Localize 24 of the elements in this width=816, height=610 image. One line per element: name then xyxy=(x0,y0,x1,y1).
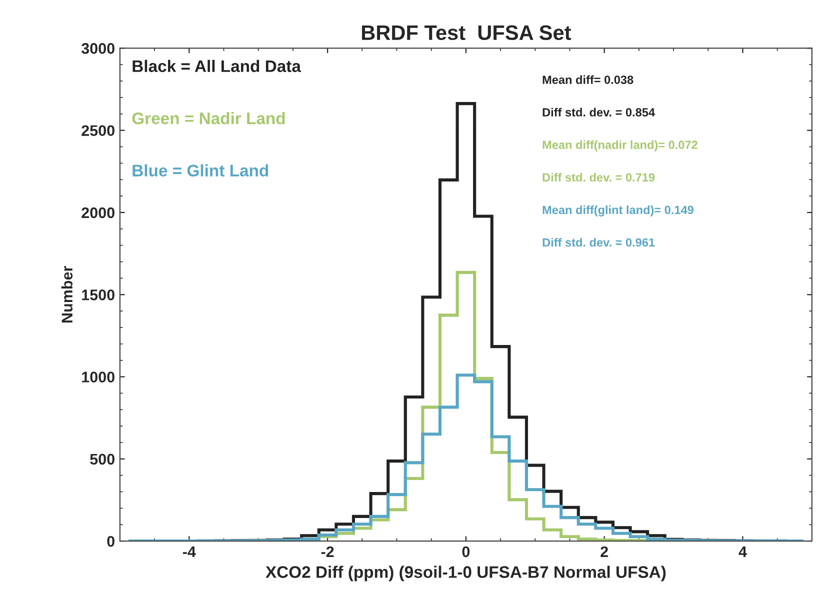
annotation: Diff std. dev. = 0.854 xyxy=(542,108,655,116)
y-tick-label: 1500 xyxy=(82,290,114,300)
y-tick-label: 1000 xyxy=(82,372,114,382)
text: Blue = Glint Land xyxy=(132,164,268,177)
annotation: Mean diff(glint land)= 0.149 xyxy=(542,205,694,216)
annotation: Mean diff(nadir land)= 0.072 xyxy=(542,140,698,152)
y-tick-label: 2000 xyxy=(82,207,114,218)
annotation: Diff std. dev. = 0.961 xyxy=(542,238,655,247)
legend-label: Black = All Land Data xyxy=(132,60,302,72)
x-tick-label: 4 xyxy=(738,546,747,558)
text: Green = Nadir Land xyxy=(132,112,285,124)
chart-title: BRDF Test UFSA Set xyxy=(362,25,572,40)
annotation: Mean diff= 0.038 xyxy=(542,75,634,84)
x-tick-label: -4 xyxy=(182,546,196,558)
y-tick-label: 500 xyxy=(90,454,114,465)
y-tick-label: 2500 xyxy=(82,125,114,136)
x-tick-label: 0 xyxy=(462,546,470,558)
y-axis-title: Number xyxy=(61,266,73,322)
y-tick-label: 0 xyxy=(107,536,114,547)
x-tick-label: 2 xyxy=(600,546,608,558)
annotation: Diff std. dev. = 0.719 xyxy=(542,172,655,182)
x-tick-label: -2 xyxy=(321,546,334,558)
y-tick-label: 3000 xyxy=(81,43,114,54)
x-axis-title: XCO2 Diff (ppm) (9soil-1-0 UFSA-B7 Normal UFSA) xyxy=(266,566,666,582)
